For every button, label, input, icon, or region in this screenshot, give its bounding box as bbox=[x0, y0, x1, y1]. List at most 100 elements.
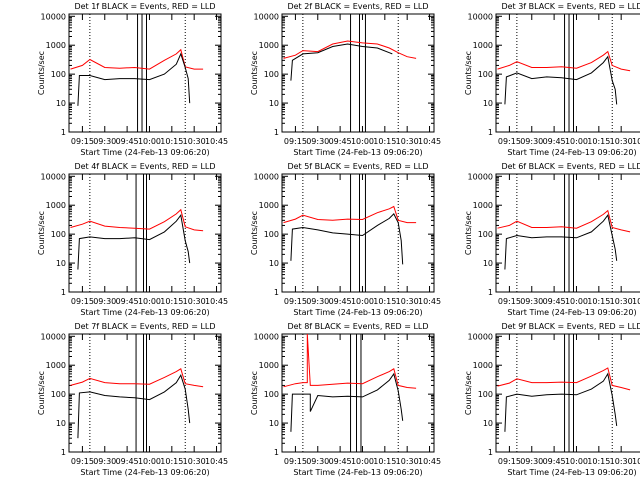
y-tick-label: 1 bbox=[488, 288, 493, 297]
series-events-black bbox=[504, 372, 618, 432]
plot-frame bbox=[281, 333, 435, 453]
x-axis-label: Start Time (24-Feb-13 09:06:20) bbox=[507, 148, 636, 157]
x-tick-label: 09:45 bbox=[116, 297, 139, 306]
x-tick-label: 10:45 bbox=[418, 137, 441, 146]
chart-title: Det 4f BLACK = Events, RED = LLD bbox=[74, 162, 215, 171]
x-tick-label: 09:30 bbox=[306, 457, 329, 466]
y-tick-label: 10 bbox=[269, 419, 279, 428]
y-tick-label: 100 bbox=[478, 70, 493, 79]
x-tick-label: 09:15 bbox=[71, 137, 94, 146]
y-tick-label: 1 bbox=[61, 128, 66, 137]
y-tick-label: 100 bbox=[478, 230, 493, 239]
x-tick-label: 09:30 bbox=[93, 297, 116, 306]
x-tick-label: 10:15 bbox=[587, 137, 610, 146]
series-events-black bbox=[77, 52, 191, 106]
x-tick-label: 09:30 bbox=[306, 297, 329, 306]
x-tick-label: 10:45 bbox=[418, 297, 441, 306]
y-axis-label: Counts/sec bbox=[464, 371, 473, 415]
x-tick-label: 09:30 bbox=[520, 297, 543, 306]
y-axis-label: Counts/sec bbox=[464, 51, 473, 95]
x-axis-label: Start Time (24-Feb-13 09:06:20) bbox=[293, 468, 422, 477]
y-tick-label: 1000 bbox=[46, 201, 66, 210]
x-tick-label: 09:45 bbox=[543, 297, 566, 306]
x-tick-label: 10:00 bbox=[138, 457, 161, 466]
series-events-black bbox=[290, 372, 404, 432]
x-tick-label: 09:15 bbox=[498, 137, 521, 146]
x-tick-label: 10:00 bbox=[138, 137, 161, 146]
x-tick-label: 10:45 bbox=[632, 457, 640, 466]
y-tick-label: 1000 bbox=[473, 361, 493, 370]
y-tick-label: 10 bbox=[483, 99, 493, 108]
x-tick-label: 10:45 bbox=[418, 457, 441, 466]
y-tick-label: 10 bbox=[269, 99, 279, 108]
chart-title: Det 9f BLACK = Events, RED = LLD bbox=[501, 322, 640, 331]
y-tick-label: 100 bbox=[264, 70, 279, 79]
series-lld-red bbox=[497, 209, 631, 233]
x-tick-label: 09:30 bbox=[93, 137, 116, 146]
y-axis-label: Counts/sec bbox=[250, 371, 259, 415]
plot-frame bbox=[495, 13, 640, 133]
series-events-black bbox=[77, 213, 191, 270]
series-lld-red bbox=[497, 367, 631, 391]
x-tick-label: 10:15 bbox=[373, 457, 396, 466]
x-tick-label: 09:45 bbox=[329, 457, 352, 466]
y-tick-label: 100 bbox=[264, 390, 279, 399]
chart-title: Det 7f BLACK = Events, RED = LLD bbox=[74, 322, 215, 331]
x-axis-label: Start Time (24-Feb-13 09:06:20) bbox=[507, 308, 636, 317]
x-tick-label: 10:15 bbox=[587, 297, 610, 306]
chart-panel-2: Det 2f BLACK = Events, RED = LLD 1 10 100 10… bbox=[250, 2, 441, 157]
y-tick-label: 10 bbox=[56, 259, 66, 268]
chart-panel-9: Det 9f BLACK = Events, RED = LLD 1 10 100 10… bbox=[464, 322, 640, 477]
x-axis-label: Start Time (24-Feb-13 09:06:20) bbox=[293, 308, 422, 317]
y-tick-label: 10000 bbox=[468, 12, 493, 21]
x-tick-label: 09:45 bbox=[329, 137, 352, 146]
x-tick-label: 10:45 bbox=[205, 297, 228, 306]
y-tick-label: 10 bbox=[56, 99, 66, 108]
chart-panel-5: Det 5f BLACK = Events, RED = LLD 1 10 100 10… bbox=[250, 162, 441, 317]
x-tick-label: 10:45 bbox=[632, 137, 640, 146]
series-events-black bbox=[77, 373, 191, 439]
x-tick-label: 09:45 bbox=[116, 137, 139, 146]
x-tick-label: 10:00 bbox=[565, 297, 588, 306]
x-tick-label: 10:45 bbox=[632, 297, 640, 306]
y-tick-label: 1 bbox=[274, 288, 279, 297]
x-tick-label: 10:30 bbox=[183, 297, 206, 306]
x-tick-label: 10:00 bbox=[351, 457, 374, 466]
y-axis-label: Counts/sec bbox=[37, 211, 46, 255]
plot-frame bbox=[281, 173, 435, 293]
y-tick-label: 1 bbox=[61, 448, 66, 457]
chart-panel-3: Det 3f BLACK = Events, RED = LLD 1 10 100 10… bbox=[464, 2, 640, 157]
x-tick-label: 09:15 bbox=[284, 297, 307, 306]
y-tick-label: 1 bbox=[274, 448, 279, 457]
chart-panel-7: Det 7f BLACK = Events, RED = LLD 1 10 100 10… bbox=[37, 322, 228, 477]
x-tick-label: 09:15 bbox=[498, 457, 521, 466]
chart-title: Det 1f BLACK = Events, RED = LLD bbox=[74, 2, 215, 11]
x-tick-label: 09:45 bbox=[329, 297, 352, 306]
x-axis-label: Start Time (24-Feb-13 09:06:20) bbox=[80, 308, 209, 317]
y-tick-label: 1 bbox=[488, 128, 493, 137]
y-tick-label: 1000 bbox=[259, 201, 279, 210]
y-tick-label: 100 bbox=[51, 390, 66, 399]
x-tick-label: 09:15 bbox=[71, 457, 94, 466]
series-events-black bbox=[504, 55, 618, 105]
series-lld-red bbox=[283, 40, 417, 59]
y-tick-label: 1000 bbox=[259, 361, 279, 370]
x-tick-label: 10:15 bbox=[373, 137, 396, 146]
series-lld-red bbox=[70, 208, 204, 232]
x-tick-label: 09:15 bbox=[498, 297, 521, 306]
x-tick-label: 10:15 bbox=[160, 457, 183, 466]
plot-frame bbox=[68, 333, 222, 453]
plot-frame bbox=[68, 173, 222, 293]
x-axis-label: Start Time (24-Feb-13 09:06:20) bbox=[507, 468, 636, 477]
chart-title: Det 5f BLACK = Events, RED = LLD bbox=[287, 162, 428, 171]
y-axis-label: Counts/sec bbox=[37, 371, 46, 415]
y-tick-label: 10 bbox=[56, 419, 66, 428]
x-tick-label: 09:45 bbox=[543, 137, 566, 146]
x-tick-label: 10:45 bbox=[205, 457, 228, 466]
x-tick-label: 09:45 bbox=[116, 457, 139, 466]
y-tick-label: 100 bbox=[478, 390, 493, 399]
y-tick-label: 10000 bbox=[41, 12, 66, 21]
x-tick-label: 10:00 bbox=[138, 297, 161, 306]
x-tick-label: 09:15 bbox=[71, 297, 94, 306]
chart-title: Det 3f BLACK = Events, RED = LLD bbox=[501, 2, 640, 11]
